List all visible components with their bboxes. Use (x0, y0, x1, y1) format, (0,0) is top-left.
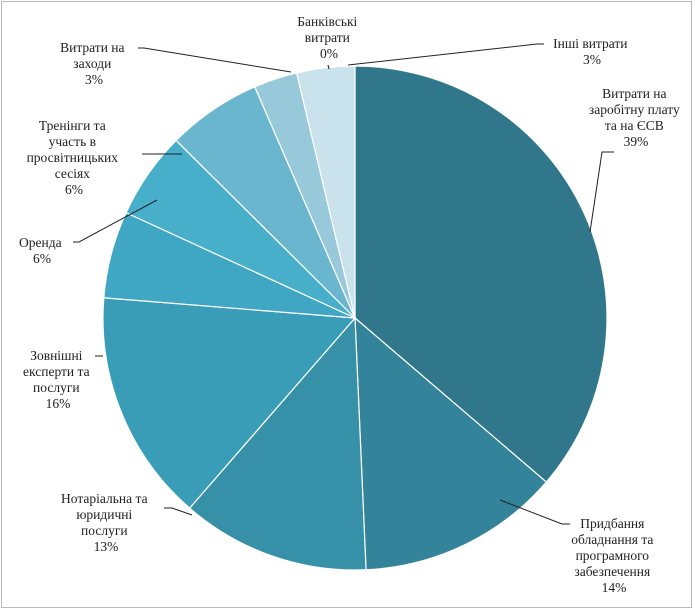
leader-other (347, 43, 544, 66)
label-notary: Нотаріальна та юридичні послуги 13% (61, 491, 151, 554)
leader-notary (164, 507, 193, 516)
leader-equipment (499, 499, 570, 525)
slice-other (295, 65, 356, 319)
slices-layer (102, 65, 608, 571)
label-salary: Витрати на заробітну плату та на ЄСВ 39% (589, 86, 683, 149)
slice-notary (188, 316, 367, 571)
label-trainings: Тренінги та участь в просвітницьких сесі… (27, 118, 122, 197)
leader-events (138, 47, 292, 73)
label-events: Витрати на заходи 3% (60, 40, 128, 87)
slice-equipment (354, 316, 548, 571)
slice-salary (354, 65, 608, 483)
label-equipment: Придбання обладнання та програмного забе… (571, 516, 657, 595)
leader-rent (73, 199, 158, 243)
label-rent: Оренда 6% (19, 235, 65, 266)
slice-experts (102, 297, 357, 509)
labels-layer: Витрати на заробітну плату та на ЄСВ 39%… (19, 14, 683, 595)
leader-salary (589, 151, 614, 233)
label-experts: Зовнішні експерти та послуги 16% (23, 348, 93, 411)
leader-lines (73, 43, 614, 525)
leader-bank (327, 64, 330, 70)
label-other: Інші витрати 3% (553, 36, 631, 67)
label-bank: Банківські витрати 0% (297, 14, 360, 61)
